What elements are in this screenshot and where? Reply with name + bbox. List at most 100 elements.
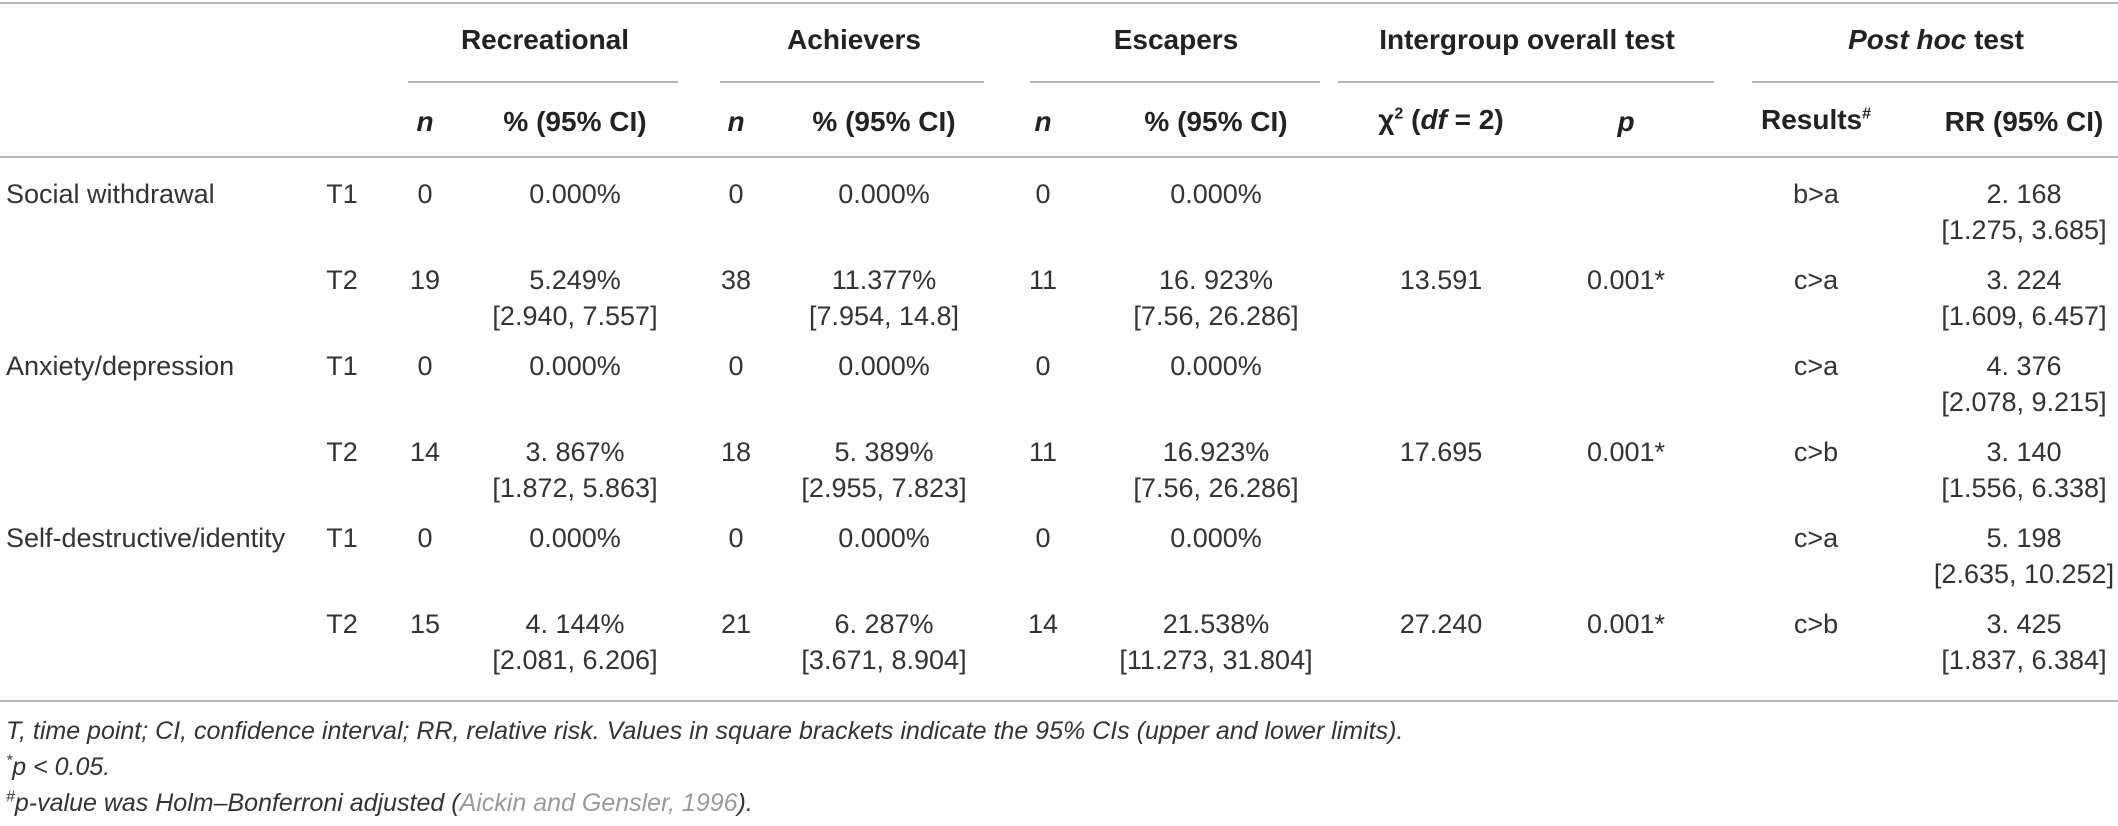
- cell-value: 4. 144%: [525, 609, 625, 639]
- cell-rp: 0.000%: [529, 348, 621, 384]
- footnote-significance: *p < 0.05.: [6, 752, 111, 781]
- cell-p: 0.001*: [1586, 265, 1666, 295]
- cell-res: c>a: [1793, 523, 1839, 553]
- cell-an: 21: [720, 609, 752, 639]
- cell-value: 0.000%: [1170, 351, 1262, 381]
- subheader-esc-pct: % (95% CI): [1144, 106, 1288, 137]
- cell-rn: 0: [417, 179, 433, 209]
- cell-en: 0: [1035, 523, 1051, 553]
- cell-value: 3. 425: [1986, 609, 2062, 639]
- cell-ap: 11.377% [7.954, 14.8]: [809, 262, 959, 334]
- cell-res: c>b: [1793, 437, 1839, 467]
- cell-ci: [1.609, 6.457]: [1941, 301, 2107, 331]
- cell-res: c>a: [1793, 265, 1839, 295]
- cell-an: 0: [728, 523, 744, 553]
- cell-ci: [1.837, 6.384]: [1941, 645, 2107, 675]
- cell-value: 0.000%: [1170, 523, 1262, 553]
- cell-chi: 27.240: [1399, 609, 1483, 639]
- cell-value: 0.000%: [838, 523, 930, 553]
- cell-value: 0.000%: [1170, 179, 1262, 209]
- citation-link[interactable]: Aickin and Gensler, 1996: [459, 789, 738, 817]
- cell-value: 21.538%: [1162, 609, 1270, 639]
- cell-value: 16. 923%: [1158, 265, 1274, 295]
- cell-ci: [2.940, 7.557]: [492, 301, 658, 331]
- cell-rr: 3. 425 [1.837, 6.384]: [1941, 606, 2106, 678]
- cell-rn: 15: [409, 609, 441, 639]
- cell-ci: [11.273, 31.804]: [1119, 645, 1313, 675]
- table-top-rule: [0, 2, 2118, 4]
- header-posthoc-test: Post hoc test: [1848, 24, 2024, 55]
- cell-en: 0: [1035, 351, 1051, 381]
- cell-ci: [1.275, 3.685]: [1941, 215, 2107, 245]
- cell-an: 0: [728, 179, 744, 209]
- header-achievers: Achievers: [787, 24, 921, 55]
- cell-t: T1: [326, 179, 358, 209]
- cell-en: 11: [1028, 437, 1058, 467]
- group-underline-posthoc: [1752, 81, 2118, 83]
- cell-ep: 0.000%: [1170, 176, 1262, 212]
- subheader-chi-square: χ2 (df = 2): [1378, 104, 1504, 135]
- cell-rn: 0: [417, 351, 433, 381]
- cell-ep: 0.000%: [1170, 348, 1262, 384]
- cell-value: 3. 140: [1986, 437, 2062, 467]
- cell-value: 3. 867%: [525, 437, 625, 467]
- cell-value: 2. 168: [1986, 179, 2062, 209]
- cell-value: 0.000%: [529, 351, 621, 381]
- cell-ap: 0.000%: [838, 520, 930, 556]
- cell-value: 16.923%: [1162, 437, 1270, 467]
- footnote-adjustment: #p-value was Holm–Bonferroni adjusted (A…: [6, 788, 753, 817]
- cell-value: 4. 376: [1986, 351, 2062, 381]
- cell-p: 0.001*: [1586, 609, 1666, 639]
- cell-res: c>a: [1793, 351, 1839, 381]
- cell-an: 0: [728, 351, 744, 381]
- cell-value: 0.000%: [529, 179, 621, 209]
- cell-value: 0.000%: [838, 351, 930, 381]
- subheader-rec-n: n: [416, 106, 434, 137]
- cell-res: b>a: [1793, 179, 1839, 209]
- group-underline-recreational: [408, 81, 678, 83]
- cell-rp: 0.000%: [529, 176, 621, 212]
- cell-p: 0.001*: [1586, 437, 1666, 467]
- footnote-abbreviations: T, time point; CI, confidence interval; …: [6, 717, 1404, 745]
- cell-t: T1: [326, 351, 358, 381]
- cell-t: T1: [326, 523, 358, 553]
- header-bottom-rule: [0, 156, 2118, 158]
- cell-en: 14: [1027, 609, 1059, 639]
- cell-t: T2: [326, 265, 358, 295]
- cell-ep: 16. 923% [7.56, 26.286]: [1133, 262, 1298, 334]
- cell-rr: 4. 376 [2.078, 9.215]: [1941, 348, 2106, 420]
- cell-ap: 0.000%: [838, 348, 930, 384]
- subheader-rr: RR (95% CI): [1944, 106, 2104, 137]
- cell-value: 5. 198: [1986, 523, 2062, 553]
- cell-ep: 0.000%: [1170, 520, 1262, 556]
- cell-t: T2: [326, 437, 358, 467]
- cell-rr: 3. 224 [1.609, 6.457]: [1941, 262, 2106, 334]
- cell-ci: [1.556, 6.338]: [1941, 473, 2107, 503]
- cell-label: Social withdrawal: [6, 179, 215, 209]
- cell-value: 5.249%: [529, 265, 621, 295]
- cell-an: 38: [720, 265, 752, 295]
- subheader-ach-n: n: [727, 106, 745, 137]
- cell-value: 6. 287%: [834, 609, 934, 639]
- cell-label: Self-destructive/identity: [6, 523, 286, 553]
- header-escapers: Escapers: [1113, 24, 1239, 55]
- cell-value: 5. 389%: [834, 437, 934, 467]
- cell-ci: [7.954, 14.8]: [808, 301, 960, 331]
- cell-rp: 0.000%: [529, 520, 621, 556]
- cell-t: T2: [326, 609, 358, 639]
- subheader-ach-pct: % (95% CI): [812, 106, 956, 137]
- cell-rp: 4. 144% [2.081, 6.206]: [492, 606, 657, 678]
- cell-value: 0.000%: [529, 523, 621, 553]
- group-underline-escapers: [1030, 81, 1320, 83]
- cell-ci: [3.671, 8.904]: [801, 645, 967, 675]
- cell-ep: 16.923% [7.56, 26.286]: [1133, 434, 1298, 506]
- cell-rn: 19: [409, 265, 441, 295]
- cell-rr: 3. 140 [1.556, 6.338]: [1941, 434, 2106, 506]
- subheader-results: Results#: [1760, 104, 1872, 135]
- subheader-rec-pct: % (95% CI): [503, 106, 647, 137]
- cell-ap: 0.000%: [838, 176, 930, 212]
- header-recreational: Recreational: [460, 24, 630, 55]
- cell-chi: 17.695: [1399, 437, 1483, 467]
- cell-value: 3. 224: [1986, 265, 2062, 295]
- subheader-p: p: [1617, 106, 1635, 137]
